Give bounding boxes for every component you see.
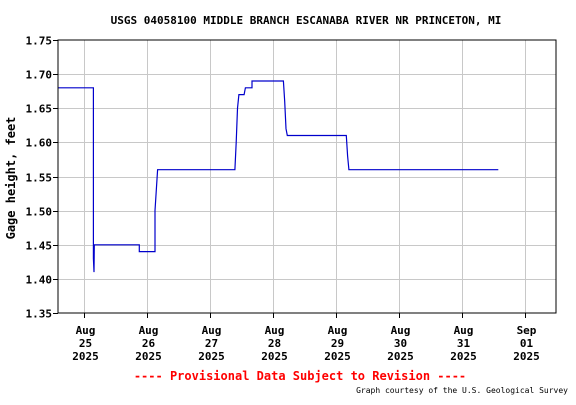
y-tick-label: 1.65 (26, 103, 53, 116)
x-tick-label: Aug 28 2025 (261, 324, 288, 363)
x-tick-label: Aug 30 2025 (387, 324, 414, 363)
y-tick-label: 1.70 (26, 69, 53, 82)
x-tick-label: Sep 01 2025 (513, 324, 540, 363)
y-tick-label: 1.75 (26, 35, 53, 48)
x-tick-label: Aug 27 2025 (198, 324, 225, 363)
series-layer (58, 80, 499, 273)
y-tick-label: 1.35 (26, 308, 53, 321)
x-tick-label: Aug 26 2025 (135, 324, 162, 363)
y-tick-label: 1.60 (26, 137, 53, 150)
x-tick-label: Aug 29 2025 (324, 324, 351, 363)
chart-title: USGS 04058100 MIDDLE BRANCH ESCANABA RIV… (111, 14, 502, 27)
series-line (58, 80, 499, 273)
plot-frame (57, 39, 557, 314)
graph-credit: Graph courtesy of the U.S. Geological Su… (356, 386, 568, 395)
x-tick-label: Aug 31 2025 (450, 324, 477, 363)
x-tick-label: Aug 25 2025 (72, 324, 99, 363)
y-tick-label: 1.55 (26, 172, 53, 185)
y-tick-label: 1.45 (26, 240, 53, 253)
grid-layer (58, 40, 556, 313)
y-axis-label: Gage height, feet (4, 117, 18, 240)
y-tick-labels: 1.35 1.40 1.45 1.50 1.55 1.60 1.65 1.70 1.75 (26, 35, 58, 321)
x-tick-labels: Aug 25 2025 Aug 26 2025 Aug 27 2025 Aug 28 2025 Aug 2… (72, 313, 540, 363)
provisional-notice: ---- Provisional Data Subject to Revisio… (134, 369, 466, 383)
y-tick-label: 1.50 (26, 206, 53, 219)
y-tick-label: 1.40 (26, 274, 53, 287)
